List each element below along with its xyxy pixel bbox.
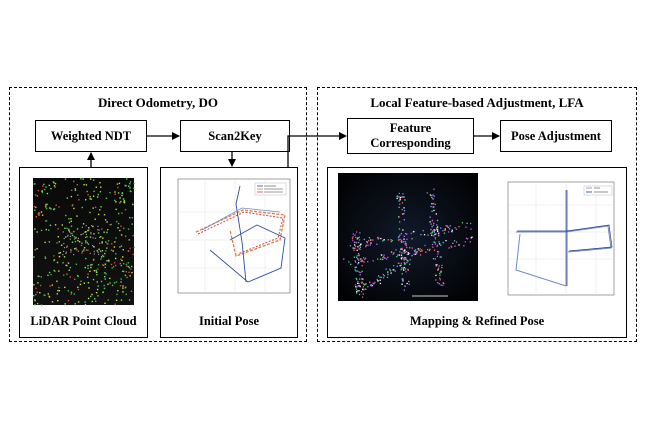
initial-pose-plot bbox=[177, 178, 291, 294]
scan2key-box: Scan2Key bbox=[180, 120, 290, 152]
panel-lfa bbox=[317, 87, 637, 342]
mapping-point-cloud-image bbox=[338, 173, 478, 301]
lidar-point-cloud-image bbox=[33, 178, 135, 306]
weighted-ndt-label: Weighted NDT bbox=[50, 128, 132, 143]
feature-corresponding-box: Feature Corresponding bbox=[347, 118, 474, 154]
pose-adjustment-label: Pose Adjustment bbox=[511, 128, 601, 143]
caption-lidar: LiDAR Point Cloud bbox=[30, 314, 137, 328]
panel-direct-odometry bbox=[9, 87, 307, 342]
caption-initial-pose: Initial Pose bbox=[198, 314, 260, 328]
feature-corresponding-label-2: Corresponding bbox=[370, 136, 451, 150]
feature-corresponding-label-1: Feature bbox=[389, 121, 432, 135]
weighted-ndt-box: Weighted NDT bbox=[35, 120, 147, 152]
panel-title-lfa: Local Feature-based Adjustment, LFA bbox=[370, 95, 584, 110]
panel-title-do: Direct Odometry, DO bbox=[98, 95, 218, 110]
scan2key-label: Scan2Key bbox=[208, 128, 262, 143]
arrow-right-icon bbox=[287, 132, 347, 167]
refined-pose-plot bbox=[507, 181, 615, 296]
caption-mapping: Mapping & Refined Pose bbox=[409, 314, 545, 328]
pose-adjustment-box: Pose Adjustment bbox=[500, 120, 612, 152]
